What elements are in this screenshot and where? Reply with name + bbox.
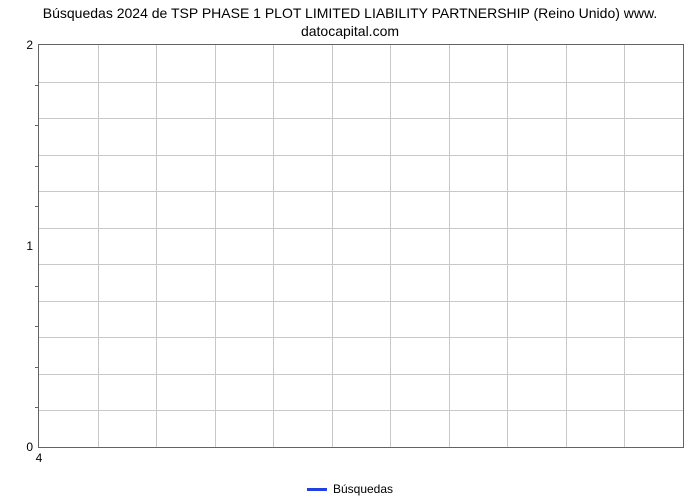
y-axis-minor-tick	[35, 166, 39, 167]
y-axis-minor-tick	[35, 125, 39, 126]
grid-line-horizontal	[39, 337, 683, 338]
y-axis-minor-tick	[35, 326, 39, 327]
legend: Búsquedas	[307, 482, 393, 496]
grid-line-horizontal	[39, 82, 683, 83]
grid-line-horizontal	[39, 228, 683, 229]
grid-line-horizontal	[39, 301, 683, 302]
grid-line-horizontal	[39, 264, 683, 265]
grid-line-vertical	[507, 45, 508, 447]
legend-swatch	[307, 488, 327, 491]
legend-label: Búsquedas	[333, 482, 393, 496]
chart-container: Búsquedas 2024 de TSP PHASE 1 PLOT LIMIT…	[0, 0, 700, 500]
grid-line-horizontal	[39, 118, 683, 119]
grid-line-horizontal	[39, 155, 683, 156]
chart-title: Búsquedas 2024 de TSP PHASE 1 PLOT LIMIT…	[0, 0, 700, 40]
grid-line-vertical	[98, 45, 99, 447]
y-axis-minor-tick	[35, 367, 39, 368]
grid-line-vertical	[215, 45, 216, 447]
y-axis-minor-tick	[35, 206, 39, 207]
grid-line-horizontal	[39, 410, 683, 411]
grid-line-vertical	[624, 45, 625, 447]
y-axis-tick-label: 2	[26, 38, 33, 52]
y-axis-minor-tick	[35, 85, 39, 86]
y-axis-minor-tick	[35, 286, 39, 287]
chart-title-line2: datocapital.com	[301, 23, 399, 39]
y-axis-tick-label: 0	[26, 440, 33, 454]
grid-line-vertical	[449, 45, 450, 447]
grid-line-horizontal	[39, 374, 683, 375]
plot-area: 0124	[38, 44, 684, 448]
grid-line-vertical	[332, 45, 333, 447]
y-axis-tick-label: 1	[26, 239, 33, 253]
grid-line-vertical	[566, 45, 567, 447]
x-axis-tick-label: 4	[36, 451, 43, 465]
grid-line-horizontal	[39, 191, 683, 192]
y-axis-minor-tick	[35, 407, 39, 408]
grid-line-vertical	[390, 45, 391, 447]
grid-line-vertical	[273, 45, 274, 447]
chart-title-line1: Búsquedas 2024 de TSP PHASE 1 PLOT LIMIT…	[43, 5, 657, 21]
grid-line-vertical	[156, 45, 157, 447]
